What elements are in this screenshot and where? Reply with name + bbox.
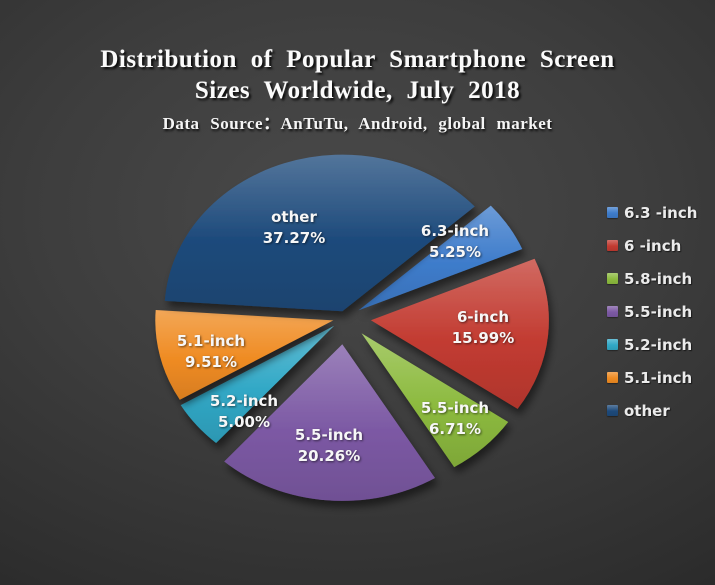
pie-slice-6-3-inch — [358, 205, 523, 311]
pie-slice-5-1-inch — [155, 310, 334, 400]
legend-label-other: other — [624, 401, 670, 420]
pie-slice-6-inch — [370, 258, 549, 409]
legend-label-5-2-inch: 5.2-inch — [624, 335, 693, 354]
legend-label-6-inch: 6 -inch — [624, 236, 682, 255]
legend-swatch-other — [607, 405, 618, 416]
legend-item-6-inch: 6 -inch — [607, 229, 697, 262]
legend-label-6-3-inch: 6.3 -inch — [624, 203, 698, 222]
legend-item-5-8-inch: 5.8-inch — [607, 262, 697, 295]
pie-slice-5-8-inch — [361, 333, 509, 468]
legend-item-5-5-inch: 5.5-inch — [607, 295, 697, 328]
slice-label-5-5-inch: 5.5-inch 20.26% — [295, 426, 363, 465]
legend: 6.3 -inch 6 -inch 5.8-inch 5.5-inch 5.2-… — [607, 196, 697, 427]
legend-item-6-3-inch: 6.3 -inch — [607, 196, 697, 229]
legend-item-5-2-inch: 5.2-inch — [607, 328, 697, 361]
legend-label-5-5-inch: 5.5-inch — [624, 302, 693, 321]
pie-slice-other — [164, 154, 475, 312]
slice-label-5-2-inch: 5.2-inch 5.00% — [210, 392, 278, 431]
legend-label-5-1-inch: 5.1-inch — [624, 368, 693, 387]
pie-slice-5-5-inch — [224, 344, 435, 501]
legend-label-5-8-inch: 5.8-inch — [624, 269, 693, 288]
slice-label-other: other 37.27% — [263, 208, 325, 247]
legend-swatch-5-2-inch — [607, 339, 618, 350]
slice-label-6-inch: 6-inch 15.99% — [452, 308, 514, 347]
legend-item-other: other — [607, 394, 697, 427]
legend-swatch-5-1-inch — [607, 372, 618, 383]
slice-label-5-1-inch: 5.1-inch 9.51% — [177, 332, 245, 371]
slice-label-5-8-inch: 5.5-inch 6.71% — [421, 399, 489, 438]
slice-label-6-3-inch: 6.3-inch 5.25% — [421, 222, 489, 261]
legend-swatch-5-8-inch — [607, 273, 618, 284]
legend-swatch-6-inch — [607, 240, 618, 251]
legend-item-5-1-inch: 5.1-inch — [607, 361, 697, 394]
pie-slice-5-2-inch — [180, 325, 335, 443]
legend-swatch-5-5-inch — [607, 306, 618, 317]
legend-swatch-6-3-inch — [607, 207, 618, 218]
